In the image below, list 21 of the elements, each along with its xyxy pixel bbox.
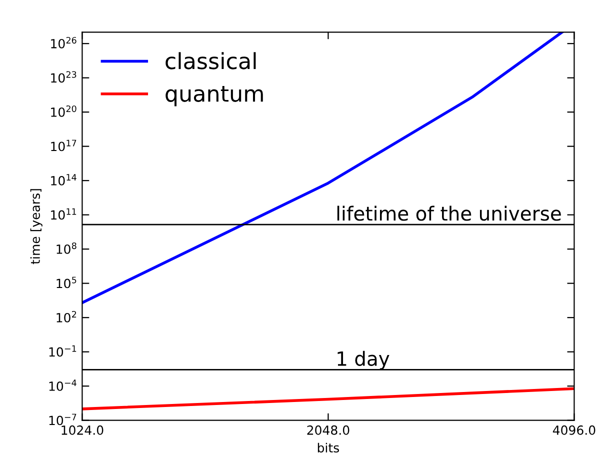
y-axis-title: time [years] (30, 189, 42, 264)
y-tick-label: 10$^{17}$ (51, 140, 76, 152)
x-tick-label: 4096.0 (552, 425, 596, 435)
y-tick-label: 10$^{14}$ (51, 174, 76, 186)
y-tick-label: 10$^{11}$ (51, 208, 76, 220)
y-tick-label: 10$^{5}$ (56, 276, 76, 288)
x-tick-label: 2048.0 (307, 425, 350, 435)
y-tick-label: 10$^{8}$ (56, 242, 76, 254)
ref-line-label: lifetime of the universe (337, 206, 561, 221)
y-tick-label: 10$^{−7}$ (49, 414, 76, 426)
x-axis-title: bits (318, 442, 339, 453)
y-tick-label: 10$^{20}$ (51, 105, 76, 117)
x-tick-label: 1024.0 (62, 425, 104, 435)
legend-label: classical (166, 52, 256, 70)
legend-label: quantum (166, 86, 263, 106)
y-tick-label: 10$^{2}$ (56, 310, 76, 322)
y-tick-label: 10$^{−1}$ (49, 345, 76, 357)
y-tick-label: 10$^{−4}$ (49, 380, 76, 391)
y-tick-label: 10$^{23}$ (51, 71, 76, 83)
y-tick-label: 10$^{26}$ (51, 36, 76, 48)
ref-line-label: 1 day (338, 350, 390, 370)
